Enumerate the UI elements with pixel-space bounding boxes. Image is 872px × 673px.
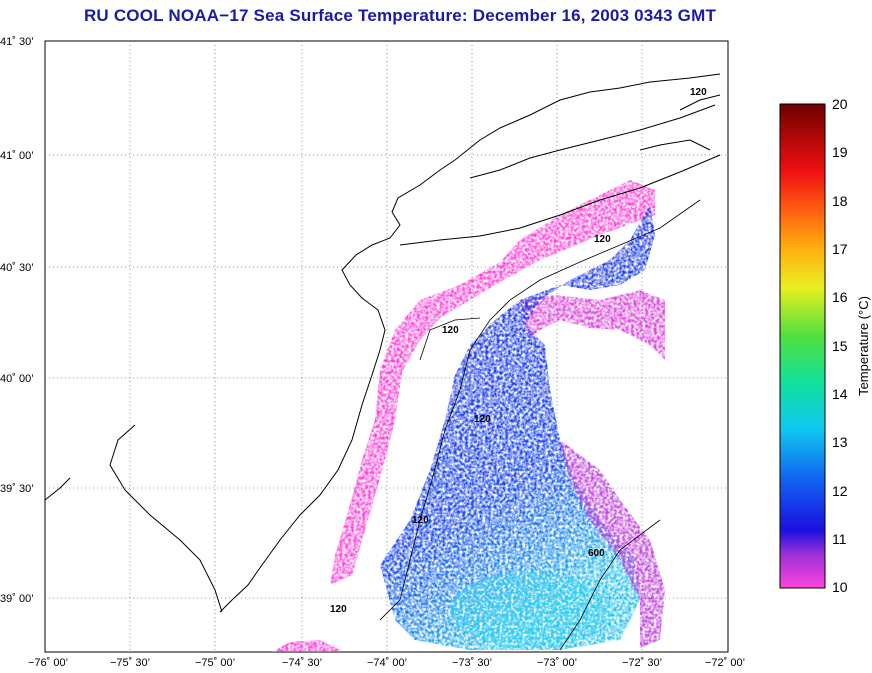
contour-label: 120 — [442, 325, 459, 336]
sst-data-field — [272, 180, 665, 652]
lat-label: 41˚ 30’ — [0, 36, 34, 48]
contour-label: 120 — [412, 515, 429, 526]
colorbar-tick: 13 — [832, 434, 848, 450]
lon-label: −74˚ 30’ — [282, 657, 322, 669]
colorbar-tick: 16 — [832, 289, 848, 305]
contour-label: 120 — [330, 604, 347, 615]
colorbar-ramp — [779, 103, 826, 589]
contour-label: 600 — [588, 548, 605, 559]
contour-labels: 120 120 120 120 120 120 600 — [330, 87, 707, 615]
lon-label: −72˚ 30’ — [622, 657, 662, 669]
lon-label: −73˚ 00’ — [537, 657, 577, 669]
colorbar-tick: 11 — [832, 531, 847, 547]
lon-label: −75˚ 00’ — [195, 657, 235, 669]
colorbar-tick: 10 — [832, 579, 848, 595]
contour-label: 120 — [594, 234, 611, 245]
lon-label: −76˚ 00’ — [28, 657, 68, 669]
sst-warm-pocket — [450, 572, 610, 648]
colorbar-tick: 20 — [832, 96, 848, 112]
longitude-labels: −76˚ 00’ −75˚ 30’ −75˚ 00’ −74˚ 30’ −74˚… — [28, 657, 745, 669]
bathymetry-contours — [379, 199, 701, 651]
colorbar: 20 19 18 17 16 15 14 13 12 11 10 Tempera… — [779, 96, 871, 595]
latitude-labels: 41˚ 30’ 41˚ 00’ 40˚ 30’ 40˚ 00’ 39˚ 30’ … — [0, 36, 34, 605]
coastline — [44, 73, 721, 613]
colorbar-tick: 12 — [832, 483, 848, 499]
map-title: RU COOL NOAA−17 Sea Surface Temperature:… — [83, 6, 717, 25]
colorbar-tick: 14 — [832, 386, 848, 402]
sst-cold-offshore — [520, 290, 665, 360]
colorbar-tick: 19 — [832, 144, 848, 160]
sst-mid-core — [380, 205, 655, 650]
colorbar-tick: 15 — [832, 338, 848, 354]
sst-fringe — [560, 440, 665, 648]
sst-cold-band-2 — [272, 640, 340, 652]
lon-label: −73˚ 30’ — [452, 657, 492, 669]
contour-label: 120 — [474, 414, 491, 425]
lat-label: 39˚ 30’ — [0, 483, 34, 495]
lat-label: 40˚ 30’ — [0, 262, 34, 274]
lat-label: 41˚ 00’ — [0, 150, 34, 162]
colorbar-label: Temperature (°C) — [856, 296, 871, 396]
colorbar-tick: 18 — [832, 193, 848, 209]
lon-label: −75˚ 30’ — [110, 657, 150, 669]
colorbar-tick: 17 — [832, 241, 848, 257]
lon-label: −74˚ 00’ — [367, 657, 407, 669]
contour-label: 120 — [690, 87, 707, 98]
sst-cold-band — [330, 180, 655, 585]
lon-label: −72˚ 00’ — [705, 657, 745, 669]
lat-label: 39˚ 00’ — [0, 593, 34, 605]
lat-label: 40˚ 00’ — [0, 373, 34, 385]
